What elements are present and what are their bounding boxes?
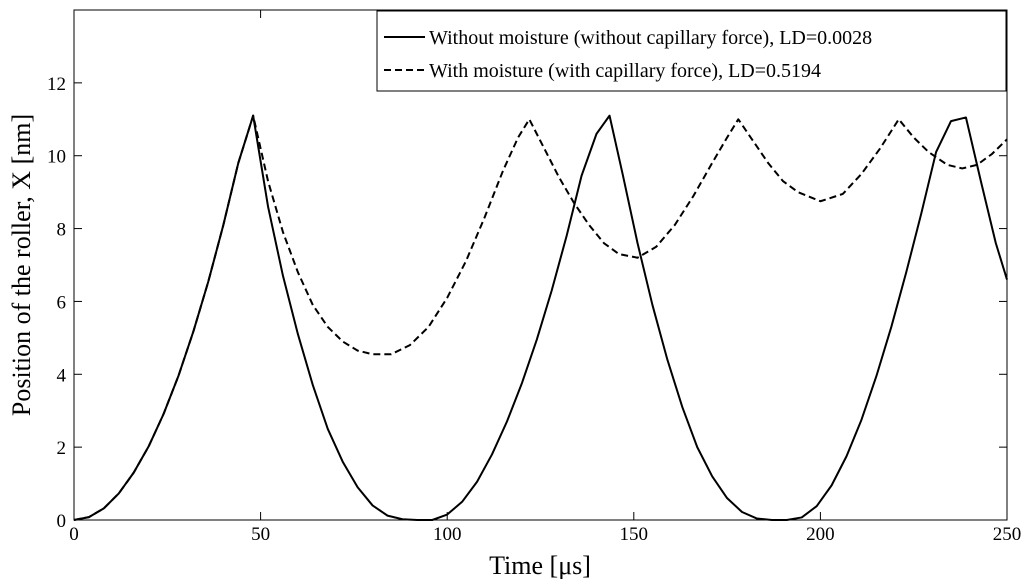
series-line-with-moisture — [73, 114, 1008, 521]
y-tick-label: 2 — [57, 438, 67, 459]
tick-layer: 0 50 100 150 200 250 0 2 4 6 8 10 12 — [47, 10, 1021, 545]
series-layer — [73, 114, 1008, 521]
y-tick-label: 6 — [57, 292, 67, 313]
x-tick-label: 0 — [69, 524, 79, 545]
legend: Without moisture (without capillary forc… — [376, 10, 1007, 92]
x-tick-label: 200 — [806, 524, 835, 545]
x-tick-label: 100 — [433, 524, 462, 545]
legend-label-with-moisture: With moisture (with capillary force), LD… — [429, 60, 821, 82]
y-tick-label: 12 — [47, 74, 66, 95]
x-axis-title: Time [μs] — [489, 551, 591, 579]
y-tick-label: 8 — [57, 220, 67, 241]
y-tick-label: 10 — [47, 147, 66, 168]
y-tick-label: 4 — [57, 365, 67, 386]
legend-box — [376, 10, 1007, 92]
x-tick-label: 250 — [993, 524, 1022, 545]
y-tick-label: 0 — [57, 511, 67, 532]
legend-label-without-moisture: Without moisture (without capillary forc… — [429, 27, 872, 49]
plot-area — [73, 9, 1008, 521]
x-tick-label: 50 — [251, 524, 270, 545]
y-axis-title: Position of the roller, X [nm] — [7, 114, 36, 416]
x-tick-label: 150 — [620, 524, 649, 545]
